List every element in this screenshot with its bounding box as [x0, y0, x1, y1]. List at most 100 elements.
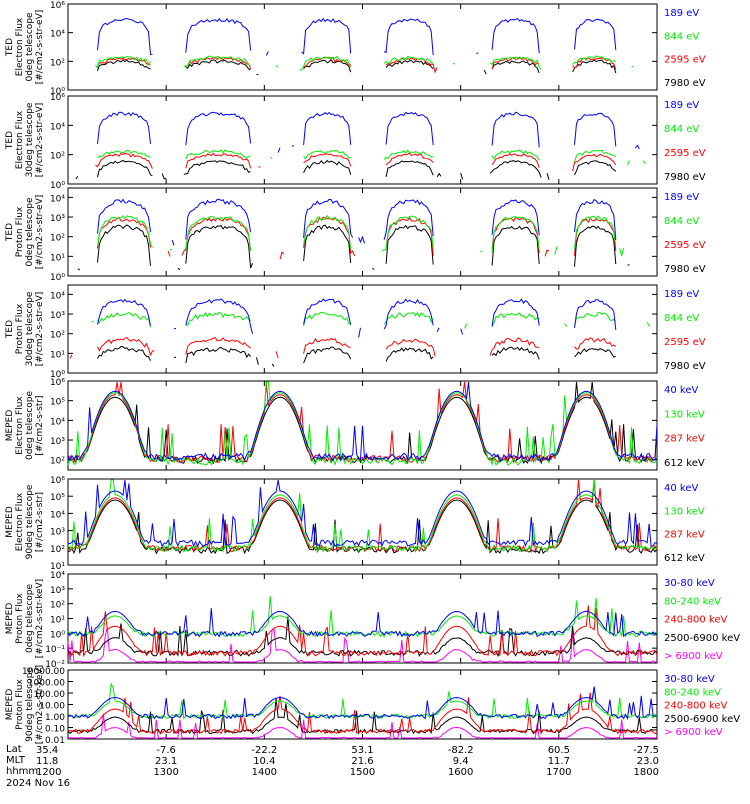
series-trace: [67, 479, 658, 553]
legend-entry: 2595 eV: [664, 55, 706, 66]
panel-frame: [67, 284, 658, 374]
y-axis-label-line: 30deg telescope: [25, 291, 35, 366]
y-tick-label: 10⁴: [50, 571, 65, 581]
y-tick-label: 10⁻¹: [45, 645, 65, 655]
y-tick-label: 10⁶: [50, 378, 65, 388]
legend-entry: 7980 eV: [664, 172, 706, 183]
y-tick-label: 10²: [50, 234, 65, 244]
y-tick-label: 10²: [50, 457, 65, 467]
y-axis-label-line: [#/cm2-s-str-eV]: [35, 103, 45, 178]
y-axis-label-line: TED: [5, 131, 15, 150]
series-trace: [67, 605, 658, 658]
x-tick-mlt: 10.4: [253, 756, 275, 767]
y-axis-label-line: 0deg telescope: [25, 197, 35, 267]
legend-entry: 30-80 keV: [664, 578, 715, 589]
x-tick-hhmm: 1600: [448, 767, 473, 778]
y-axis-label-line: Electron Flux: [15, 396, 25, 455]
series-trace: [98, 299, 640, 337]
y-tick-label: 10³: [50, 437, 65, 447]
legend-entry: 7980 eV: [664, 361, 706, 372]
series-trace: [67, 381, 658, 467]
y-tick-label: 10000.00: [22, 667, 65, 677]
y-axis-label-line: Proton Flux: [15, 303, 25, 354]
legend-entry: 189 eV: [664, 289, 699, 300]
panel-3: 10⁰ 10¹ 10² 10³ 10⁴ TED Proton Flux 0deg telesc…: [5, 187, 706, 283]
y-tick-label: 1000.00: [28, 679, 65, 689]
legend-entry: 80-240 keV: [664, 596, 721, 607]
y-axis-label-line: TED: [5, 320, 15, 339]
legend-entry: 240-800 keV: [664, 615, 728, 626]
y-tick-label: 1.00: [45, 713, 65, 723]
y-axis-label-line: Electron Flux: [15, 492, 25, 551]
series-trace: [98, 216, 658, 256]
series-trace: [67, 381, 658, 465]
y-tick-label: 10⁰: [50, 370, 65, 380]
y-tick-label: 10¹: [50, 562, 65, 572]
y-axis-label-line: MEPED: [5, 410, 15, 442]
y-tick-label: 10⁰: [50, 87, 65, 97]
legend-entry: 40 keV: [664, 483, 698, 494]
y-axis-label-line: Proton Flux: [15, 593, 25, 644]
y-tick-label: 10⁶: [50, 1, 65, 11]
legend-entry: 2595 eV: [664, 148, 706, 159]
legend-entry: 7980 eV: [664, 264, 706, 275]
y-axis-label-line: 90deg telescope: [25, 667, 35, 742]
legend-entry: 2595 eV: [664, 337, 706, 348]
x-tick-hhmm: 1700: [546, 767, 571, 778]
legend-entry: 80-240 keV: [664, 687, 721, 698]
panel-frame: [67, 95, 658, 185]
y-tick-label: 10²: [50, 545, 65, 555]
y-tick-label: 100.00: [34, 690, 66, 700]
x-tick-mlt: 23.0: [637, 756, 659, 767]
legend-entry: 844 eV: [664, 216, 699, 227]
series-trace: [67, 479, 658, 548]
y-tick-label: 10³: [50, 214, 65, 224]
series-trace: [67, 596, 658, 638]
legend-entry: 844 eV: [664, 124, 699, 135]
series-trace: [76, 161, 643, 180]
footer-date-label: 2024 Nov 16: [6, 778, 71, 789]
y-axis-label-line: Electron Flux: [15, 17, 25, 76]
panel-1: 10⁰ 10² 10⁴ 10⁶ TED Electron Flux 0deg telesco…: [5, 1, 706, 97]
y-axis-label-line: MEPED: [5, 603, 15, 635]
legend-entry: 130 keV: [664, 506, 705, 517]
legend-entry: 287 keV: [664, 530, 705, 541]
y-tick-label: 10⁶: [50, 476, 65, 486]
y-tick-label: 10¹: [50, 253, 65, 263]
y-tick-label: 10²: [50, 152, 65, 162]
y-tick-label: 10⁴: [50, 291, 65, 301]
panel-7: 10⁻² 10⁻¹ 10⁰ 10¹ 10² 10³ 10⁴ MEPED Proton Flux 0…: [5, 571, 740, 670]
y-tick-label: 10.00: [39, 702, 65, 712]
y-tick-label: 10³: [50, 528, 65, 538]
series-trace: [77, 224, 630, 271]
series-trace: [67, 686, 658, 721]
panel-frame: [67, 380, 658, 471]
series-trace: [98, 347, 658, 367]
x-tick-mlt: 9.4: [453, 756, 469, 767]
x-tick-lat: -82.2: [448, 745, 474, 756]
y-tick-label: 10²: [50, 601, 65, 611]
panel-frame: [67, 187, 658, 277]
legend-entry: > 6900 keV: [664, 651, 723, 662]
series-trace: [98, 19, 624, 56]
legend-entry: 189 eV: [664, 8, 699, 19]
x-tick-lat: -7.6: [156, 745, 176, 756]
legend-entry: 287 keV: [664, 434, 705, 445]
footer-row-hhmm-label: hhmm: [6, 766, 39, 777]
y-axis-label-line: MEPED: [5, 506, 15, 538]
y-tick-label: 10⁴: [50, 417, 65, 427]
y-axis-label-line: [#/cm2-s-str-eV]: [35, 10, 45, 85]
legend-entry: 130 keV: [664, 409, 705, 420]
y-tick-label: 10¹: [50, 350, 65, 360]
y-tick-label: 10³: [50, 586, 65, 596]
y-axis-label-line: TED: [5, 223, 15, 242]
series-trace: [98, 57, 642, 72]
y-axis-label-line: TED: [5, 38, 15, 57]
y-tick-label: 10⁵: [50, 398, 65, 408]
y-tick-label: 10⁻²: [45, 660, 65, 670]
legend-entry: > 6900 keV: [664, 727, 723, 738]
x-tick-lat: 35.4: [36, 745, 58, 756]
y-axis-label-line: [#/cm2-s-str-eV]: [35, 292, 45, 367]
